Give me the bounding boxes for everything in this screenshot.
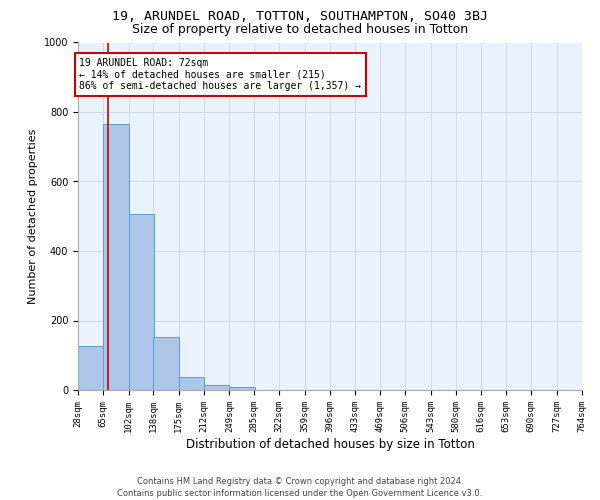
X-axis label: Distribution of detached houses by size in Totton: Distribution of detached houses by size … bbox=[185, 438, 475, 450]
Y-axis label: Number of detached properties: Number of detached properties bbox=[28, 128, 38, 304]
Text: 19, ARUNDEL ROAD, TOTTON, SOUTHAMPTON, SO40 3BJ: 19, ARUNDEL ROAD, TOTTON, SOUTHAMPTON, S… bbox=[112, 10, 488, 23]
Bar bbox=[154, 337, 179, 390]
Text: 19 ARUNDEL ROAD: 72sqm
← 14% of detached houses are smaller (215)
86% of semi-de: 19 ARUNDEL ROAD: 72sqm ← 14% of detached… bbox=[79, 58, 361, 92]
Text: Contains HM Land Registry data © Crown copyright and database right 2024.
Contai: Contains HM Land Registry data © Crown c… bbox=[118, 476, 482, 498]
Bar bbox=[78, 346, 103, 390]
Bar bbox=[179, 377, 204, 390]
Text: Size of property relative to detached houses in Totton: Size of property relative to detached ho… bbox=[132, 22, 468, 36]
Bar bbox=[128, 214, 154, 390]
Bar bbox=[204, 385, 229, 390]
Bar bbox=[229, 387, 254, 390]
Bar bbox=[103, 124, 128, 390]
